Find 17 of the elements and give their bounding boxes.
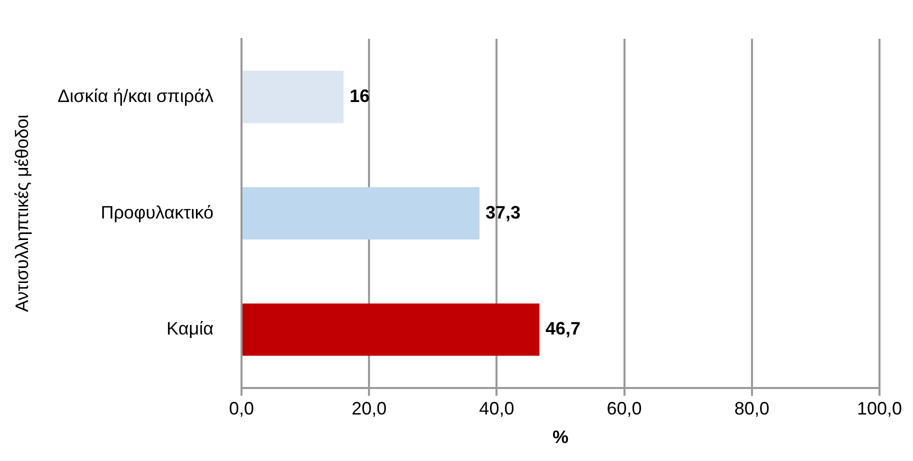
x-tick-label: 0,0 — [228, 398, 254, 419]
y-axis-title: Αντισυλληπτικές μέθοδοι — [12, 114, 32, 312]
y-tick-label: Δισκία ή/και σπιράλ — [58, 86, 214, 106]
bar — [242, 70, 344, 124]
x-tick-label: 40,0 — [479, 398, 514, 419]
x-axis-title: % — [552, 427, 568, 448]
x-tick-label: 60,0 — [606, 398, 642, 419]
y-tick-label: Καμία — [166, 318, 214, 339]
x-tick-label: 100,0 — [856, 398, 902, 419]
y-tick-label: Προφυλακτικό — [100, 202, 214, 222]
data-label: 46,7 — [545, 318, 580, 339]
x-tick-label: 20,0 — [352, 398, 387, 419]
x-tick-label: 80,0 — [734, 398, 770, 419]
bar — [242, 187, 480, 240]
data-label: 37,3 — [485, 202, 521, 222]
data-label: 16 — [350, 86, 370, 106]
bar — [242, 303, 540, 356]
